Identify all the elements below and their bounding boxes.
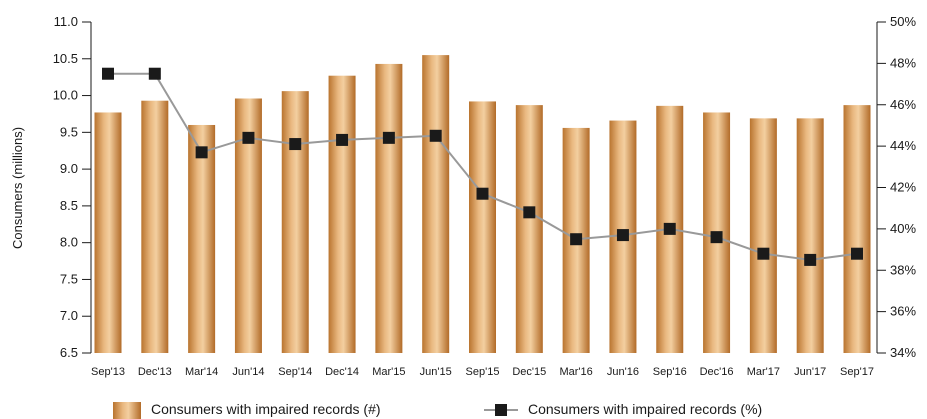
left-tick-label: 6.5 — [60, 345, 78, 360]
line-marker — [429, 129, 442, 142]
right-axis-ticks: 34% 36% 38% 40% 42% 44% 46% 48% 50% — [877, 14, 916, 360]
line-marker — [804, 253, 817, 266]
line-marker — [476, 187, 489, 200]
left-tick-label: 9.5 — [60, 124, 78, 139]
line-layer — [102, 67, 863, 266]
x-tick-label: Sep'13 — [91, 366, 125, 378]
line-marker — [102, 67, 114, 80]
legend-bar-label: Consumers with impaired records (#) — [151, 401, 381, 417]
bar — [749, 118, 777, 353]
left-tick-label: 10.0 — [53, 88, 78, 103]
x-axis-ticks: Sep'13 Dec'13 Mar'14 Jun'14 Sep'14 Dec'14 Mar'… — [91, 366, 874, 378]
bar — [469, 101, 496, 353]
line-marker — [570, 233, 583, 246]
bar — [281, 91, 309, 354]
bars-layer — [94, 55, 871, 354]
line-marker — [242, 131, 255, 144]
right-tick-label: 38% — [890, 262, 916, 277]
x-tick-label: Mar'15 — [372, 366, 405, 378]
bar — [94, 112, 122, 354]
line-marker — [382, 131, 395, 144]
line-marker — [663, 222, 676, 235]
legend-bar-swatch — [113, 402, 141, 419]
x-tick-label: Jun'15 — [420, 366, 452, 378]
x-tick-label: Jun'16 — [607, 366, 639, 378]
right-tick-label: 44% — [890, 138, 916, 153]
line-marker — [289, 138, 302, 151]
right-tick-label: 42% — [890, 180, 916, 195]
left-tick-label: 7.5 — [60, 271, 78, 286]
x-tick-label: Dec'14 — [325, 366, 359, 378]
bar — [188, 124, 216, 353]
legend: Consumers with impaired records (#) Cons… — [113, 401, 762, 419]
x-tick-label: Dec'16 — [700, 366, 734, 378]
line-marker — [710, 231, 723, 244]
bar — [328, 75, 356, 353]
right-tick-label: 46% — [890, 97, 916, 112]
right-tick-label: 50% — [890, 14, 916, 29]
line-marker — [195, 146, 208, 159]
right-tick-label: 36% — [890, 304, 916, 319]
x-tick-label: Jun'14 — [232, 366, 264, 378]
line-marker — [757, 247, 770, 260]
bar — [141, 100, 169, 354]
x-tick-label: Dec'13 — [138, 366, 172, 378]
right-tick-label: 34% — [890, 345, 916, 360]
bar — [796, 118, 824, 353]
x-tick-label: Sep'14 — [278, 366, 312, 378]
line-marker — [336, 133, 349, 146]
x-tick-label: Sep'15 — [466, 366, 500, 378]
left-tick-label: 9.0 — [60, 161, 78, 176]
right-tick-label: 40% — [890, 221, 916, 236]
y-axis-title: Consumers (millions) — [10, 127, 25, 249]
left-axis-ticks: 6.5 7.0 7.5 8.0 8.5 9.0 9.5 10.0 10.5 11.0 — [53, 14, 91, 360]
x-tick-label: Mar'17 — [747, 366, 780, 378]
left-tick-label: 8.0 — [60, 235, 78, 250]
line-marker — [148, 67, 161, 80]
x-tick-label: Sep'16 — [653, 366, 687, 378]
x-tick-label: Mar'14 — [185, 366, 218, 378]
bar — [422, 55, 450, 353]
line-marker — [616, 229, 629, 242]
x-tick-label: Mar'16 — [559, 366, 592, 378]
legend-line-marker — [495, 404, 507, 416]
line-marker — [851, 247, 863, 260]
legend-line-label: Consumers with impaired records (%) — [528, 401, 762, 417]
bar — [375, 63, 403, 353]
x-tick-label: Jun'17 — [794, 366, 826, 378]
x-tick-label: Sep'17 — [840, 366, 874, 378]
left-tick-label: 11.0 — [54, 14, 78, 29]
bar — [843, 105, 871, 354]
x-tick-label: Dec'15 — [512, 366, 546, 378]
bar — [515, 105, 543, 354]
left-tick-label: 8.5 — [60, 198, 78, 213]
right-tick-label: 48% — [890, 55, 916, 70]
left-tick-label: 10.5 — [53, 51, 78, 66]
line-marker — [523, 206, 536, 219]
left-tick-label: 7.0 — [60, 308, 78, 323]
